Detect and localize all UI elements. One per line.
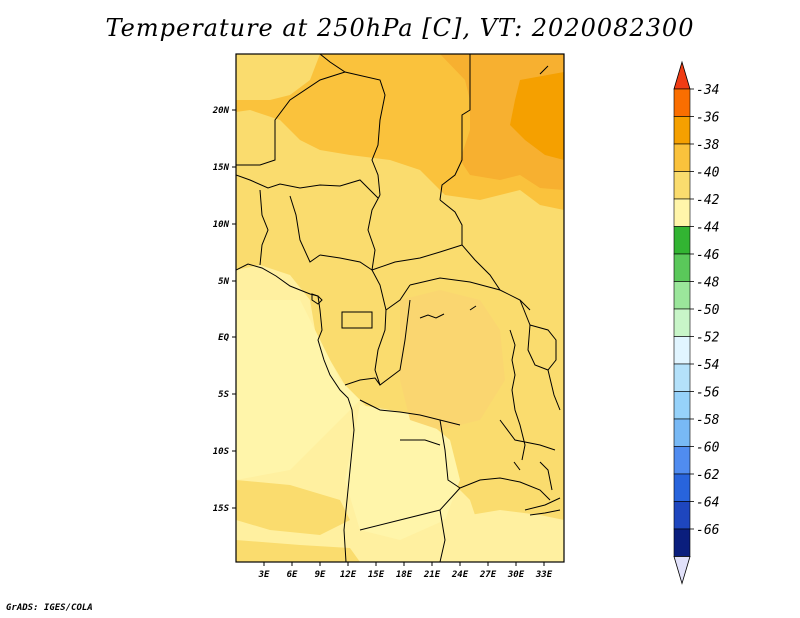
lon-label: 24E: [451, 570, 469, 580]
lat-label: 15N: [213, 163, 230, 173]
lon-label: 27E: [479, 570, 497, 580]
colorbar-label: -52: [696, 331, 720, 346]
lat-label: EQ: [218, 333, 229, 343]
lon-label: 18E: [396, 570, 413, 580]
lat-label: 10N: [213, 220, 230, 230]
colorbar-swatch: [673, 88, 691, 117]
lon-label: 21E: [423, 570, 441, 580]
colorbar-top-arrow: [673, 60, 691, 90]
axis-ticks: [232, 109, 545, 566]
temperature-field: [236, 54, 564, 562]
colorbar-swatch: [673, 308, 691, 337]
lon-label: 15E: [368, 570, 385, 580]
colorbar-label: -56: [696, 386, 720, 401]
lat-label: 20N: [212, 106, 230, 116]
colorbar-label: -34: [696, 83, 719, 98]
lon-label: 30E: [507, 570, 525, 580]
colorbar-swatch: [673, 391, 691, 420]
colorbar-swatch: [673, 171, 691, 200]
colorbar-bottom-arrow: [673, 556, 691, 585]
colorbar-swatch: [673, 116, 691, 145]
lon-label: 12E: [340, 570, 357, 580]
colorbar-label: -50: [696, 303, 720, 318]
colorbar: -34 -36 -38 -40 -42 -44 -46 -48 -50 -52 -54 -56 -58 -…: [673, 60, 720, 585]
lon-label: 6E: [287, 570, 298, 580]
colorbar-swatch: [673, 446, 691, 475]
colorbar-swatch: [673, 418, 691, 447]
colorbar-swatch: [673, 281, 691, 310]
colorbar-label: -62: [696, 468, 720, 483]
lat-label: 5N: [218, 277, 229, 287]
lon-label: 3E: [258, 570, 270, 580]
colorbar-label: -42: [696, 193, 720, 208]
colorbar-swatch: [673, 198, 691, 227]
colorbar-swatch: [673, 501, 691, 530]
colorbar-swatch: [673, 528, 691, 557]
colorbar-label: -60: [696, 441, 720, 456]
colorbar-label: -44: [696, 221, 719, 236]
colorbar-swatch: [673, 143, 691, 172]
lat-label: 10S: [213, 447, 230, 457]
latitude-labels: 20N 15N 10N 5N EQ 5S 10S 15S: [212, 106, 230, 514]
map-frame: [235, 53, 565, 563]
colorbar-label: -48: [696, 276, 720, 291]
lat-label: 15S: [213, 504, 230, 514]
country-borders: [236, 54, 561, 562]
colorbar-label: -54: [696, 358, 719, 373]
map-title: Temperature at 250hPa [C], VT: 202008230…: [105, 14, 695, 42]
colorbar-label: -38: [696, 138, 720, 153]
colorbar-swatch: [673, 473, 691, 502]
colorbar-label: -64: [696, 496, 719, 511]
colorbar-swatch: [673, 226, 691, 255]
longitude-labels: 3E 6E 9E 12E 15E 18E 21E 24E 27E 30E 33E: [258, 570, 553, 580]
colorbar-label: -58: [696, 413, 720, 428]
colorbar-swatch: [673, 336, 691, 365]
colorbar-label: -46: [696, 248, 720, 263]
colorbar-label: -66: [696, 523, 720, 538]
lon-label: 9E: [315, 570, 326, 580]
lon-label: 33E: [535, 570, 553, 580]
colorbar-swatch: [673, 253, 691, 282]
credit-label: GrADS: IGES/COLA: [6, 603, 93, 613]
colorbar-label: -40: [696, 166, 720, 181]
colorbar-swatch: [673, 363, 691, 392]
lat-label: 5S: [218, 390, 229, 400]
colorbar-label: -36: [696, 111, 720, 126]
